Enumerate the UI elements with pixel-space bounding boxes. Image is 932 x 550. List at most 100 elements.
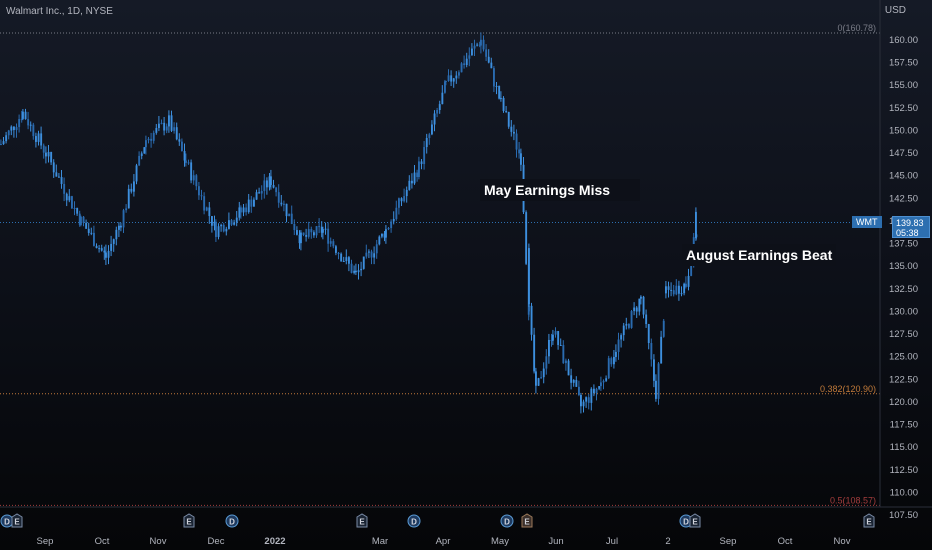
dividend-marker[interactable]: [225, 514, 239, 528]
candle-body: [452, 78, 455, 82]
candle-body: [78, 213, 81, 225]
candle-body: [93, 232, 95, 246]
candle-body: [628, 324, 630, 328]
candle-body: [105, 252, 107, 258]
candle-body: [482, 39, 485, 50]
earnings-marker[interactable]: [521, 513, 533, 528]
candle-body: [392, 218, 395, 222]
event-marker-letter: E: [866, 518, 872, 527]
candle-body: [18, 119, 21, 128]
candle-body: [617, 339, 620, 352]
candle-body: [607, 358, 610, 379]
candle-body: [266, 180, 268, 188]
candle-body: [510, 126, 513, 132]
candle-body: [268, 176, 271, 188]
candle-body: [362, 256, 365, 269]
event-marker-letter: E: [692, 518, 698, 527]
candle-body: [324, 228, 327, 230]
candle-body: [610, 358, 613, 365]
candle-body: [158, 123, 160, 128]
candle-body: [690, 264, 693, 276]
candle-body: [473, 45, 476, 49]
candle-body: [310, 229, 313, 233]
candle-body: [355, 270, 357, 273]
earnings-marker[interactable]: [689, 513, 701, 528]
y-tick-label: 147.50: [889, 148, 918, 159]
candle-body: [213, 221, 216, 226]
candle-body: [181, 141, 183, 151]
candle-body: [35, 136, 37, 142]
candle-body: [411, 180, 413, 184]
event-marker-letter: D: [4, 518, 10, 527]
candle-body: [554, 331, 557, 335]
candle-body: [55, 172, 58, 177]
candle-body: [170, 115, 173, 131]
candle-body: [613, 356, 615, 365]
candle-body: [458, 72, 460, 76]
earnings-marker[interactable]: [11, 513, 23, 528]
candle-body: [545, 356, 548, 369]
candle-body: [145, 140, 147, 148]
candle-body: [107, 250, 110, 258]
annotation-may-earnings[interactable]: May Earnings Miss: [480, 179, 640, 201]
candle-body: [447, 75, 450, 82]
candle-body: [10, 126, 13, 131]
candle-body: [490, 62, 493, 69]
candle-body: [327, 228, 330, 244]
candle-body: [444, 81, 446, 93]
candle-body: [387, 228, 390, 230]
y-tick-label: 150.00: [889, 125, 918, 136]
dividend-marker[interactable]: [407, 514, 421, 528]
candle-body: [348, 257, 350, 264]
candle-body: [468, 55, 471, 59]
candle-body: [520, 153, 522, 165]
x-tick-label: Oct: [778, 536, 793, 547]
candle-body: [593, 388, 595, 394]
candle-body: [418, 161, 420, 178]
annotation-august-earnings[interactable]: August Earnings Beat: [682, 244, 837, 266]
earnings-marker[interactable]: [863, 513, 875, 528]
candle-body: [175, 127, 178, 140]
candle-body: [329, 241, 332, 244]
candle-body: [125, 208, 128, 211]
candle-body: [559, 344, 562, 346]
candle-body: [345, 257, 348, 262]
candle-body: [575, 379, 578, 387]
candle-body: [68, 196, 71, 201]
chart-title: Walmart Inc., 1D, NYSE: [6, 6, 113, 17]
candle-body: [578, 386, 580, 396]
candle-body: [255, 192, 258, 200]
candle-body: [678, 285, 680, 294]
y-tick-label: 112.50: [890, 465, 918, 476]
earnings-marker[interactable]: [356, 513, 368, 528]
event-marker-letter: E: [359, 518, 365, 527]
candle-body: [580, 395, 582, 407]
candle-body: [130, 188, 133, 192]
candle-body: [540, 377, 543, 379]
candle-body: [642, 296, 645, 315]
candle-body: [95, 245, 98, 249]
x-tick-label: Jun: [548, 536, 563, 547]
candle-body: [275, 187, 278, 193]
candle-body: [502, 97, 505, 111]
candle-body: [505, 110, 508, 112]
candle-body: [485, 49, 488, 57]
candle-body: [228, 220, 230, 229]
candle-body: [195, 175, 198, 187]
candle-body: [192, 175, 195, 181]
earnings-marker[interactable]: [183, 513, 195, 528]
dividend-marker[interactable]: [500, 514, 514, 528]
candle-body: [598, 386, 601, 389]
candle-body: [542, 368, 545, 378]
x-tick-label: Nov: [834, 536, 851, 547]
candle-body: [120, 225, 122, 228]
candle-body: [525, 212, 528, 264]
candle-body: [353, 270, 356, 273]
candle-body: [587, 397, 590, 403]
candle-body: [476, 44, 479, 46]
candle-body: [260, 190, 263, 194]
candle-body: [602, 380, 605, 383]
candle-body: [582, 401, 585, 407]
